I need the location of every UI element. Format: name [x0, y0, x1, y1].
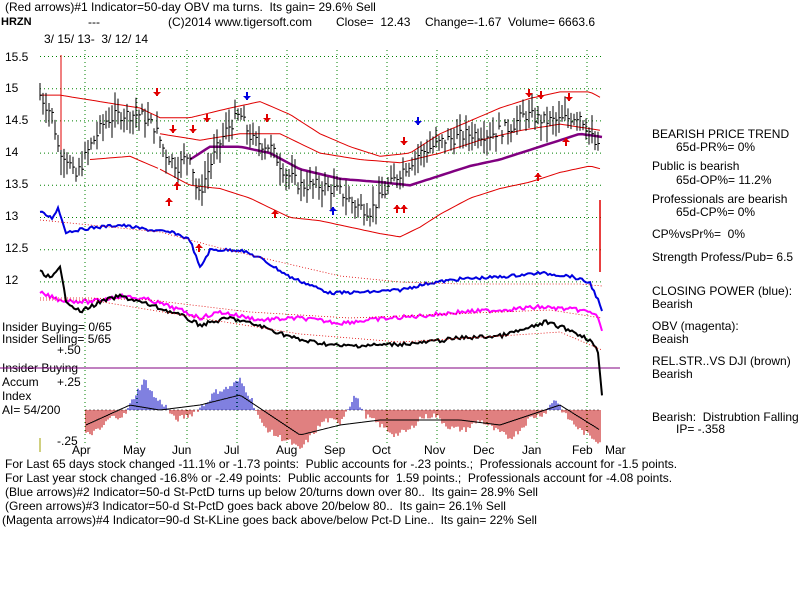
- month-label: Feb: [572, 443, 593, 457]
- accum-label: Accum: [2, 375, 39, 389]
- arrow-head: [203, 118, 211, 122]
- footer-magenta-arrows: (Magenta arrows)#4 Indicator=90-d St-KLi…: [2, 513, 537, 527]
- change-value: Change=-1.67: [425, 15, 502, 29]
- month-label: Apr: [72, 443, 91, 457]
- closing-power-ma: [39, 219, 603, 287]
- insider-buying-ratio: Insider Buying= 0/65: [2, 320, 112, 334]
- month-label: Sep: [324, 443, 346, 457]
- price-tick-label: 13.5: [5, 177, 29, 191]
- rel-str-ma: [40, 299, 603, 351]
- relstr-heading: REL.STR..VS DJI (brown): [652, 354, 791, 368]
- closing-power-heading: CLOSING POWER (blue):: [652, 284, 793, 298]
- arrow-head: [393, 205, 401, 209]
- arrow-head: [189, 129, 197, 133]
- arrow-head: [329, 207, 337, 211]
- price-tick-label: 14.5: [5, 113, 29, 127]
- obv-ma: [40, 297, 603, 319]
- month-label: Jul: [224, 443, 239, 457]
- arrow-head: [271, 210, 279, 214]
- footer-year: For Last year stock changed -16.8% or -2…: [5, 471, 673, 485]
- accum-plus25-label: +.25: [57, 375, 81, 389]
- arrow-head: [173, 182, 181, 186]
- pr-value: 65d-PR%= 0%: [676, 140, 756, 154]
- month-label: Oct: [372, 443, 391, 457]
- arrow-head: [243, 96, 251, 100]
- price-bars: [39, 55, 601, 272]
- arrow-head: [195, 244, 203, 248]
- rel-str-line: [39, 264, 603, 396]
- arrow-head: [400, 205, 408, 209]
- professionals-status: Professionals are bearish: [652, 192, 788, 206]
- closing-power-status: Bearish: [652, 297, 693, 311]
- obv-line: [39, 290, 603, 332]
- strength-ratio: Strength Profess/Pub= 6.5: [652, 250, 794, 264]
- price-tick-label: 12.5: [5, 241, 29, 255]
- accum-ma-line: [85, 394, 600, 436]
- arrow-head: [165, 198, 173, 202]
- month-labels: Apr May Jun Jul Aug Sep Oct Nov Dec Jan Feb Mar: [72, 443, 626, 457]
- price-tick-label: 15: [5, 81, 19, 95]
- date-range: 3/ 15/ 13- 3/ 12/ 14: [44, 32, 149, 46]
- op-value: 65d-OP%= 11.2%: [676, 173, 772, 187]
- arrow-head: [534, 173, 542, 177]
- copyright-text: (C)2014 www.tigersoft.com: [168, 15, 313, 29]
- accum-minus25-label: -.25: [57, 434, 78, 448]
- relstr-status: Bearish: [652, 367, 693, 381]
- index-label: Index: [2, 389, 32, 403]
- price-tick-label: 14: [5, 145, 19, 159]
- gridlines: [0, 50, 620, 452]
- cp-value: 65d-CP%= 0%: [676, 205, 756, 219]
- footer-65day: For Last 65 days stock changed -11.1% or…: [5, 457, 678, 471]
- ai-value: AI= 54/200: [2, 403, 61, 417]
- insider-selling-ratio: Insider Selling= 5/65: [2, 332, 112, 346]
- arrow-head: [414, 121, 422, 125]
- month-label: Nov: [424, 443, 445, 457]
- ticker-symbol: HRZN: [1, 16, 32, 28]
- price-tick-label: 15.5: [5, 50, 29, 64]
- arrow-head: [153, 92, 161, 96]
- footer-green-arrows: (Green arrows)#3 Indicator=50-d St-PctD …: [5, 499, 506, 513]
- price-tick-label: 12: [5, 273, 19, 287]
- month-label: Dec: [473, 443, 494, 457]
- header-indicator-line: (Red arrows)#1 Indicator=50-day OBV ma t…: [5, 0, 376, 14]
- inner-band: [159, 123, 601, 164]
- signal-arrows: [153, 88, 573, 252]
- obv-heading: OBV (magenta):: [652, 319, 739, 333]
- indicator-lines: [39, 204, 603, 396]
- header-dashes: ---: [88, 15, 100, 29]
- lower-band: [159, 165, 601, 238]
- cp-vs-pr: CP%vsPr%= 0%: [652, 227, 746, 241]
- arrow-head: [565, 97, 573, 101]
- trend-heading: BEARISH PRICE TREND: [652, 127, 790, 141]
- month-label: May: [123, 443, 146, 457]
- month-label: Mar: [605, 443, 626, 457]
- arrow-head: [169, 129, 177, 133]
- price-tick-label: 13: [5, 209, 19, 223]
- footer-blue-arrows: (Blue arrows)#2 Indicator=50-d St-PctD t…: [5, 485, 538, 499]
- accum-plus50-label: +.50: [57, 343, 81, 357]
- arrow-head: [263, 118, 271, 122]
- month-label: Aug: [276, 443, 297, 457]
- closing-power-line: [39, 204, 603, 312]
- ip-value: IP= -.358: [676, 422, 726, 436]
- arrow-head: [400, 141, 408, 145]
- distribution-status: Bearish: Distrubtion Falling: [652, 410, 799, 424]
- upper-band: [40, 91, 601, 157]
- month-label: Jan: [522, 443, 541, 457]
- obv-status: Beaish: [652, 332, 689, 346]
- volume-value: Volume= 6663.6: [508, 15, 596, 29]
- bollinger-bands: [40, 91, 603, 238]
- month-label: Jun: [172, 443, 191, 457]
- close-value: Close= 12.43: [336, 15, 411, 29]
- lower-band-early: [89, 155, 159, 169]
- public-status: Public is bearish: [652, 159, 740, 173]
- arrow-head: [525, 93, 533, 97]
- accum-index-histogram: [85, 377, 601, 449]
- arrow-head: [537, 95, 545, 99]
- arrow-head: [562, 138, 570, 142]
